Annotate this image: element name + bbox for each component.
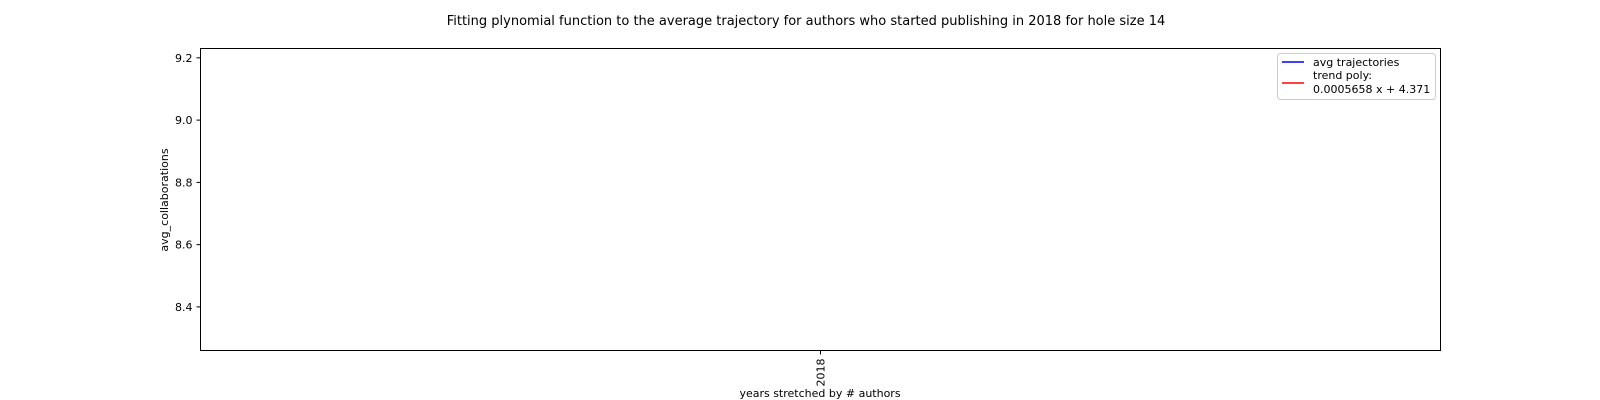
legend-label-trend-equation: 0.0005658 x + 4.371 [1313,83,1430,96]
x-axis: 2018 [815,350,828,387]
y-tick-label: 9.2 [175,52,193,65]
legend-label-trend-poly: trend poly: [1313,69,1372,82]
x-tick-label: 2018 [815,359,828,387]
x-axis-label: years stretched by # authors [739,387,900,400]
y-tick-label: 8.6 [175,239,193,252]
y-tick-label: 9.0 [175,114,193,127]
y-tick-label: 8.8 [175,176,193,189]
legend-frame [1277,53,1436,100]
legend: avg trajectories trend poly: 0.0005658 x… [1277,53,1436,100]
legend-label-avg-trajectories: avg trajectories [1313,56,1400,69]
plot-area [200,48,1441,351]
y-axis-label: avg_collaborations [158,148,171,251]
y-tick-label: 8.4 [175,301,193,314]
chart-title: Fitting plynomial function to the averag… [447,14,1166,29]
y-axis: 8.4 8.6 8.8 9.0 9.2 [175,52,201,314]
